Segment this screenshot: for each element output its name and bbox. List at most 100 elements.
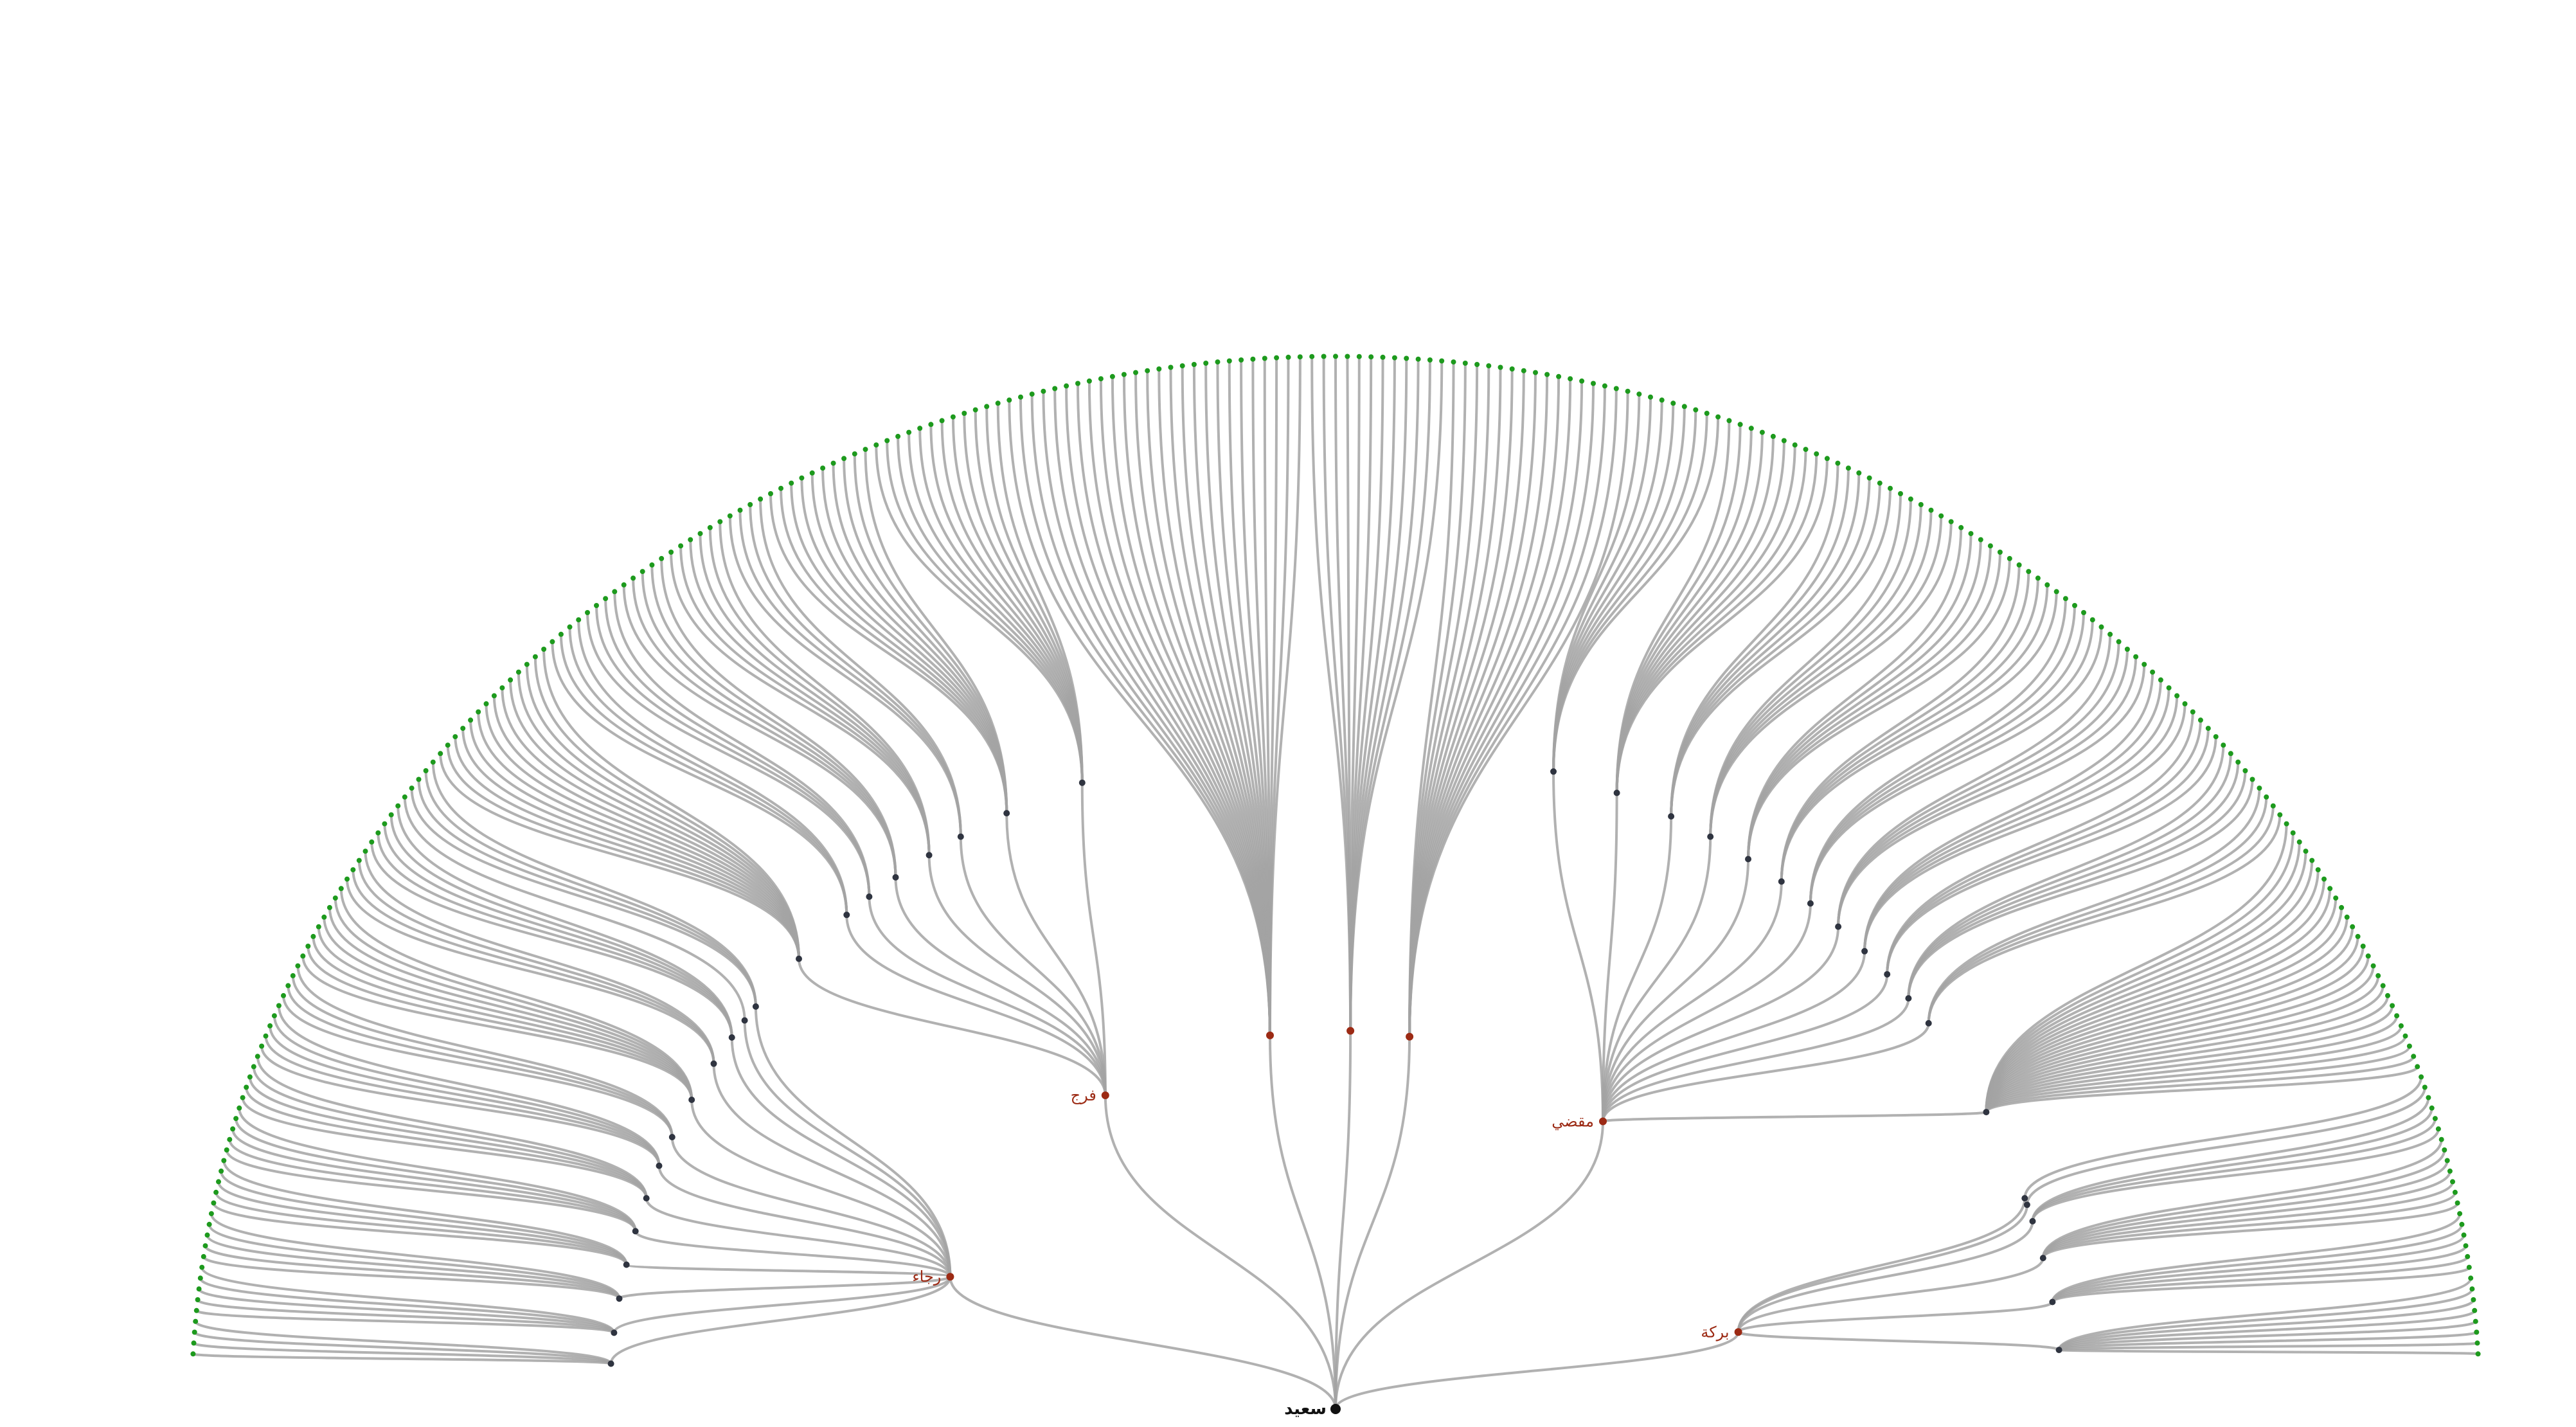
tree-link <box>853 454 1008 814</box>
leaf-node <box>2296 839 2302 845</box>
leaf-node <box>409 785 415 791</box>
leaf-node <box>594 603 599 608</box>
leaf-node <box>208 1211 214 1217</box>
leaf-node <box>1203 361 1209 366</box>
leaf-node <box>737 507 743 513</box>
tree-link <box>1601 859 1750 1122</box>
tree-link <box>1907 771 2247 999</box>
leaf-node <box>1877 480 1883 486</box>
leaf-node <box>688 537 693 543</box>
tree-link <box>1747 558 2011 859</box>
branch-node <box>843 911 850 919</box>
leaf-node <box>1636 391 1642 397</box>
leaf-node <box>263 1033 269 1039</box>
leaf-node <box>1704 411 1710 416</box>
tree-link <box>241 1097 648 1199</box>
leaf-node <box>227 1136 233 1142</box>
tree-link <box>477 712 800 959</box>
tree-link <box>2057 1342 2479 1352</box>
tree-link <box>2041 1192 2456 1259</box>
leaf-node <box>541 647 547 652</box>
tree-link <box>1615 424 1742 793</box>
leaf-node <box>356 857 362 863</box>
tree-link <box>577 620 848 915</box>
tree-link <box>2041 1160 2449 1259</box>
leaf-node <box>1968 531 1974 537</box>
leaf-node <box>995 400 1001 406</box>
root-node <box>1330 1404 1341 1414</box>
tree-link <box>542 649 800 959</box>
leaf-node <box>281 992 286 998</box>
tree-link <box>446 745 800 959</box>
tree-link <box>864 449 1008 814</box>
leaf-node <box>244 1084 249 1090</box>
tree-link <box>222 1160 628 1265</box>
branch-node <box>616 1295 623 1302</box>
leaf-node <box>193 1318 199 1324</box>
tree-link <box>2057 1277 2473 1351</box>
leaf-node <box>2355 933 2361 939</box>
tree-link <box>389 814 733 1038</box>
leaf-node <box>230 1126 236 1132</box>
tree-link <box>1601 836 1712 1122</box>
leaf-node <box>1544 372 1550 377</box>
tree-link <box>403 796 746 1021</box>
leaf-node <box>255 1054 260 1059</box>
tree-link <box>260 1046 661 1166</box>
tree-link <box>273 1016 661 1166</box>
leaf-node <box>1486 363 1492 369</box>
leaf-node <box>1918 502 1924 507</box>
tree-link <box>894 877 1107 1096</box>
tree-link <box>1927 788 2261 1023</box>
tree-link <box>625 1263 952 1279</box>
leaf-node <box>2472 1307 2478 1313</box>
tree-link <box>1780 591 2058 882</box>
leaf-node <box>247 1074 253 1080</box>
tree-link <box>352 870 715 1064</box>
leaf-node <box>295 963 301 969</box>
tree-link <box>1349 361 1444 1031</box>
leaf-node <box>267 1023 273 1028</box>
leaf-node <box>468 717 474 723</box>
leaf-node <box>928 422 934 427</box>
branch-node <box>1745 856 1751 863</box>
tree-link <box>2051 1234 2465 1303</box>
tree-link <box>1349 357 1396 1031</box>
leaf-node <box>2375 973 2381 978</box>
leaf-node <box>1659 397 1665 403</box>
tree-link <box>228 1139 637 1232</box>
tree-link <box>206 1234 621 1299</box>
leaf-node <box>2284 821 2289 827</box>
leaf-node <box>1391 355 1397 361</box>
tree-link <box>357 860 715 1064</box>
branch-node <box>1861 947 1868 955</box>
leaf-node <box>2452 1189 2458 1195</box>
tree-link <box>1985 926 2354 1113</box>
branch-node <box>1346 1027 1355 1035</box>
leaf-node <box>1648 394 1653 400</box>
tree-link <box>2041 1202 2459 1259</box>
leaf-node <box>2468 1275 2474 1281</box>
tree-link <box>1927 814 2282 1023</box>
leaf-node <box>2333 895 2339 901</box>
tree-link <box>492 696 800 959</box>
leaf-node <box>276 1003 282 1009</box>
leaf-node <box>727 513 733 519</box>
tree-link <box>1837 664 2146 927</box>
leaf-node <box>1888 485 1893 491</box>
leaf-node <box>508 677 514 683</box>
tree-link <box>431 762 757 1007</box>
tree-link <box>424 771 757 1007</box>
leaf-node <box>1602 383 1607 389</box>
leaf-node <box>199 1264 205 1270</box>
tree-link <box>193 1331 613 1365</box>
tree-link <box>929 424 1084 783</box>
tree-link <box>2025 1087 2426 1205</box>
branch-node <box>2029 1217 2036 1225</box>
leaf-node <box>2469 1286 2475 1292</box>
branch-node <box>2039 1255 2046 1262</box>
tree-link <box>634 1230 952 1278</box>
leaf-node <box>2142 661 2147 667</box>
tree-link <box>210 1213 621 1299</box>
tree-link <box>1601 816 1673 1122</box>
